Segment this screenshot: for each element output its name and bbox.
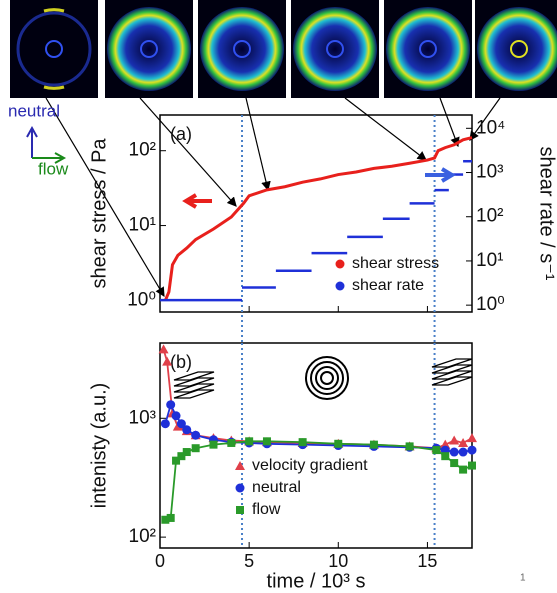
legend-label: flow — [252, 501, 281, 518]
x-tick-label: 10 — [328, 551, 348, 571]
y-tick-label: 10² — [129, 140, 156, 161]
marker — [450, 459, 458, 467]
legend-label: shear stress — [352, 255, 439, 272]
marker — [459, 448, 468, 457]
decoration — [186, 195, 212, 207]
scattering-images — [10, 0, 557, 98]
y2-tick-label: 10² — [476, 206, 503, 227]
y2-tick-label: 10¹ — [476, 250, 503, 271]
marker — [450, 448, 459, 457]
y-tick-label: 10² — [129, 526, 156, 547]
marker — [468, 462, 476, 470]
marker — [334, 440, 342, 448]
marker — [336, 260, 345, 269]
marker — [236, 506, 244, 514]
marker — [299, 438, 307, 446]
marker — [191, 431, 200, 440]
marker — [166, 400, 175, 409]
y-axis-title: intenisty (a.u.) — [88, 383, 110, 509]
plot-frame — [160, 115, 472, 312]
y2-axis-title: shear rate / s⁻¹ — [536, 147, 557, 281]
series-line — [165, 138, 472, 301]
panel-label: (a) — [170, 124, 192, 144]
ring — [293, 7, 377, 91]
x-tick-label: 15 — [417, 551, 437, 571]
ring — [107, 7, 191, 91]
legend-label: neutral — [252, 479, 301, 496]
neutral-label: neutral — [8, 101, 60, 120]
y-tick-label: 10¹ — [129, 215, 156, 236]
marker — [192, 444, 200, 452]
marker — [263, 437, 271, 445]
panel-label: (b) — [170, 352, 192, 372]
page-number: 1 — [520, 573, 526, 584]
marker — [183, 448, 191, 456]
decoration — [425, 169, 452, 181]
marker — [449, 436, 459, 445]
marker — [182, 425, 191, 434]
ring — [386, 7, 470, 91]
marker — [245, 437, 253, 445]
y2-tick-label: 10⁰ — [476, 294, 505, 315]
figure: neutral flow 1 10⁰ 10¹ 10² 10⁰ 10¹ 10² 10³ 10⁴ (… — [0, 0, 557, 593]
marker — [467, 433, 477, 442]
marker — [227, 439, 235, 447]
ring — [200, 7, 284, 91]
y-axis-title: shear stress / Pa — [88, 138, 110, 289]
marker — [406, 442, 414, 450]
marker — [459, 466, 467, 474]
image-frame — [10, 0, 98, 98]
marker — [370, 441, 378, 449]
direction-arrows — [27, 128, 64, 163]
y-tick-label: 10⁰ — [127, 289, 156, 310]
y-tick-label: 10³ — [129, 407, 156, 428]
decoration — [316, 367, 338, 389]
marker — [172, 411, 181, 420]
marker — [441, 452, 449, 460]
marker — [336, 282, 345, 291]
x-tick-label: 5 — [244, 551, 254, 571]
legend-label: velocity gradient — [252, 457, 368, 474]
flow-label: flow — [38, 159, 69, 178]
decoration — [306, 357, 348, 399]
marker — [235, 461, 245, 470]
marker — [468, 446, 477, 455]
legend-label: shear rate — [352, 277, 424, 294]
y2-tick-label: 10³ — [476, 162, 503, 183]
marker — [167, 514, 175, 522]
x-axis-title: time / 10³ s — [267, 570, 366, 592]
y2-tick-label: 10⁴ — [476, 117, 505, 138]
decoration — [321, 372, 333, 384]
marker — [161, 419, 170, 428]
x-tick-label: 0 — [155, 551, 165, 571]
marker — [432, 446, 440, 454]
marker — [209, 441, 217, 449]
marker — [236, 484, 245, 493]
series-line — [165, 441, 472, 519]
